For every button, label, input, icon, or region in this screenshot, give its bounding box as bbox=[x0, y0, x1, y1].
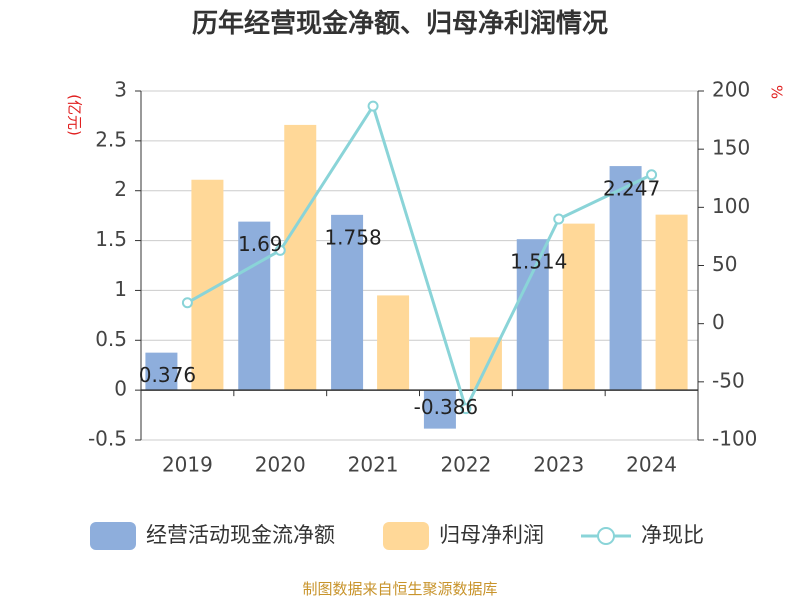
y-left-tick-label: 3 bbox=[114, 78, 127, 102]
bar bbox=[516, 239, 549, 391]
legend-swatch bbox=[90, 522, 136, 550]
bar bbox=[238, 221, 271, 391]
ratio-point bbox=[553, 213, 565, 225]
bar bbox=[655, 214, 688, 391]
chart-title: 历年经营现金净额、归母净利润情况 bbox=[192, 8, 608, 39]
bar bbox=[284, 124, 317, 391]
legend-item[interactable]: 归母净利润 bbox=[383, 522, 544, 550]
ratio-line bbox=[181, 100, 658, 415]
y-left-tick-label: 2.5 bbox=[95, 127, 127, 151]
ratio-line-path bbox=[186, 102, 653, 413]
data-label: 2.247 bbox=[603, 177, 660, 201]
x-tick-label: 2019 bbox=[162, 453, 213, 477]
y-right-tick-label: 100 bbox=[712, 194, 750, 218]
data-label: -0.386 bbox=[414, 395, 478, 419]
y-left-tick-label: 1.5 bbox=[95, 227, 127, 251]
x-tick-label: 2024 bbox=[626, 453, 677, 477]
y-right-tick-label: 0 bbox=[712, 310, 725, 334]
legend-item[interactable]: 经营活动现金流净额 bbox=[90, 522, 335, 550]
bar bbox=[377, 295, 410, 391]
bar bbox=[562, 223, 595, 391]
bars bbox=[145, 124, 688, 429]
y-right-tick-label: 50 bbox=[712, 252, 737, 276]
legend-label: 净现比 bbox=[641, 523, 704, 547]
left-axis-unit: (亿元) bbox=[66, 94, 84, 136]
data-label: 1.514 bbox=[510, 250, 567, 274]
data-label: 0.376 bbox=[139, 363, 196, 387]
bar bbox=[331, 214, 364, 391]
y-left-tick-label: -0.5 bbox=[88, 427, 127, 451]
y-left-tick-label: 2 bbox=[114, 177, 127, 201]
y-right-tick-label: -100 bbox=[712, 427, 757, 451]
x-tick-label: 2020 bbox=[255, 453, 306, 477]
data-label: 1.758 bbox=[324, 225, 381, 249]
y-right-tick-label: -50 bbox=[712, 368, 745, 392]
y-right-tick-label: 200 bbox=[712, 78, 750, 102]
y-left-tick-label: 0.5 bbox=[95, 327, 127, 351]
x-tick-label: 2022 bbox=[440, 453, 491, 477]
legend-item[interactable]: 净现比 bbox=[581, 523, 704, 547]
ratio-point bbox=[646, 169, 658, 181]
right-axis-unit: % bbox=[768, 85, 786, 99]
ratio-point bbox=[460, 403, 472, 415]
x-tick-label: 2023 bbox=[533, 453, 584, 477]
data-label: 1.69 bbox=[238, 232, 283, 256]
legend-swatch-marker bbox=[597, 527, 615, 545]
legend-swatch bbox=[383, 522, 429, 550]
bar bbox=[423, 390, 456, 429]
source-note: 制图数据来自恒生聚源数据库 bbox=[302, 580, 497, 598]
ratio-point bbox=[181, 297, 193, 309]
legend[interactable]: 经营活动现金流净额 归母净利润 净现比 bbox=[90, 522, 704, 550]
bar bbox=[609, 166, 642, 391]
ratio-point bbox=[367, 100, 379, 112]
ratio-point bbox=[274, 244, 286, 256]
legend-label: 归母净利润 bbox=[439, 523, 544, 547]
data-labels: 0.376 1.69 1.758 -0.386 1.514 2.247 bbox=[139, 177, 660, 420]
x-tick-label: 2021 bbox=[348, 453, 399, 477]
axes: 3 2.5 2 1.5 1 0.5 0 -0.5 200 150 100 50 0 -50 -100 2019… bbox=[88, 78, 757, 477]
y-left-tick-label: 0 bbox=[114, 377, 127, 401]
bar bbox=[145, 352, 178, 391]
y-left-tick-label: 1 bbox=[114, 277, 127, 301]
legend-label: 经营活动现金流净额 bbox=[146, 523, 335, 547]
y-right-tick-label: 150 bbox=[712, 136, 750, 160]
